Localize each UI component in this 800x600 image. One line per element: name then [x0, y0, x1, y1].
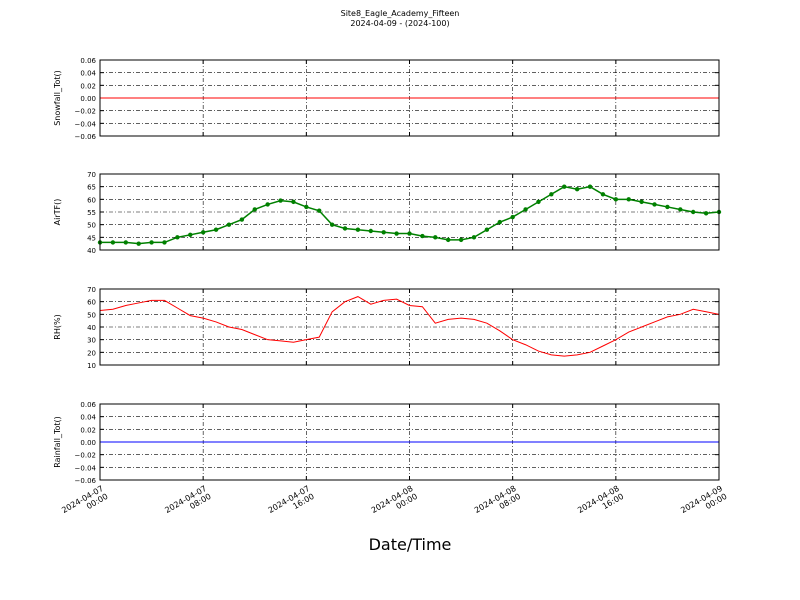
data-point [239, 217, 245, 222]
data-line [99, 296, 720, 357]
data-point [626, 197, 631, 202]
data-point [381, 230, 386, 235]
data-point [420, 233, 425, 239]
data-point [136, 241, 141, 246]
data-point [162, 240, 167, 245]
data-point [523, 207, 528, 212]
y-tick-label: 55 [87, 209, 96, 217]
data-point [587, 184, 593, 189]
y-tick-label: 0.04 [80, 414, 96, 422]
data-point [574, 187, 580, 192]
y-tick-label: −0.04 [75, 464, 97, 472]
y-tick-label: 60 [87, 299, 96, 307]
y-tick-label: 30 [87, 337, 96, 345]
y-tick-label: 70 [87, 286, 96, 294]
data-point [665, 204, 670, 210]
data-point [639, 199, 644, 205]
data-point [213, 227, 219, 232]
data-point [149, 240, 154, 245]
data-point [652, 202, 657, 207]
y-tick-label: 50 [87, 311, 96, 319]
y-tick-label: 0.06 [80, 401, 96, 409]
y-tick-label: 45 [87, 234, 96, 242]
y-tick-label: 0.02 [80, 82, 96, 90]
y-tick-label: −0.06 [75, 133, 97, 141]
data-point [175, 235, 180, 240]
axes-frame [99, 173, 720, 251]
data-point [562, 184, 567, 189]
y-tick-label: 10 [87, 362, 96, 370]
y-axis-label: AirTF() [53, 199, 62, 226]
data-point [226, 222, 232, 227]
y-tick-label: 20 [87, 349, 96, 357]
data-point [252, 207, 257, 212]
data-point [355, 227, 361, 232]
y-tick-label: 40 [87, 247, 96, 255]
data-point [407, 231, 412, 236]
y-tick-label: −0.02 [75, 108, 96, 116]
y-tick-label: 50 [87, 222, 96, 230]
data-point [484, 227, 490, 232]
data-point [291, 199, 296, 205]
data-point [445, 237, 451, 243]
data-point [278, 198, 283, 203]
data-point [458, 237, 464, 243]
data-point [265, 202, 270, 207]
data-point [678, 207, 683, 212]
axes-frame [99, 59, 720, 137]
data-point [110, 240, 116, 245]
figure-title: Site8_Eagle_Academy_Fifteen [341, 9, 460, 18]
data-point [549, 192, 554, 197]
y-tick-label: 0.02 [80, 426, 96, 434]
y-tick-label: −0.04 [75, 120, 97, 128]
y-tick-label: 0.06 [80, 57, 96, 65]
data-point [497, 219, 502, 225]
y-tick-label: 60 [87, 196, 96, 204]
figure-subtitle: 2024-04-09 - (2024-100) [350, 19, 449, 28]
y-tick-label: −0.06 [75, 477, 97, 485]
data-point [536, 199, 541, 205]
data-point [123, 240, 128, 245]
y-axis-label: RH(%) [53, 314, 62, 339]
data-point [703, 211, 709, 216]
y-tick-label: 40 [87, 324, 96, 332]
data-point [600, 192, 606, 197]
data-point [433, 235, 438, 240]
data-point [188, 232, 193, 237]
y-tick-label: 0.00 [80, 439, 96, 447]
y-axis-label: Snowfall_Tot() [53, 70, 62, 126]
data-point [613, 197, 619, 202]
y-tick-label: −0.02 [75, 452, 96, 460]
data-point [329, 222, 335, 227]
data-point [317, 208, 322, 213]
data-point [368, 228, 374, 234]
y-tick-label: 70 [87, 171, 96, 179]
data-point [471, 235, 477, 240]
y-tick-label: 0.04 [80, 70, 96, 78]
data-point [304, 204, 309, 210]
data-point [342, 226, 348, 231]
y-tick-label: 0.00 [80, 95, 96, 103]
axes-frame [99, 288, 720, 366]
y-tick-label: 65 [87, 184, 96, 192]
data-point [200, 230, 206, 235]
data-point [691, 209, 696, 215]
axes-frame [99, 403, 720, 481]
y-axis-label: Rainfall_Tot() [53, 416, 62, 468]
x-axis-label: Date/Time [369, 535, 452, 554]
data-point [510, 214, 515, 220]
data-point [394, 231, 399, 236]
